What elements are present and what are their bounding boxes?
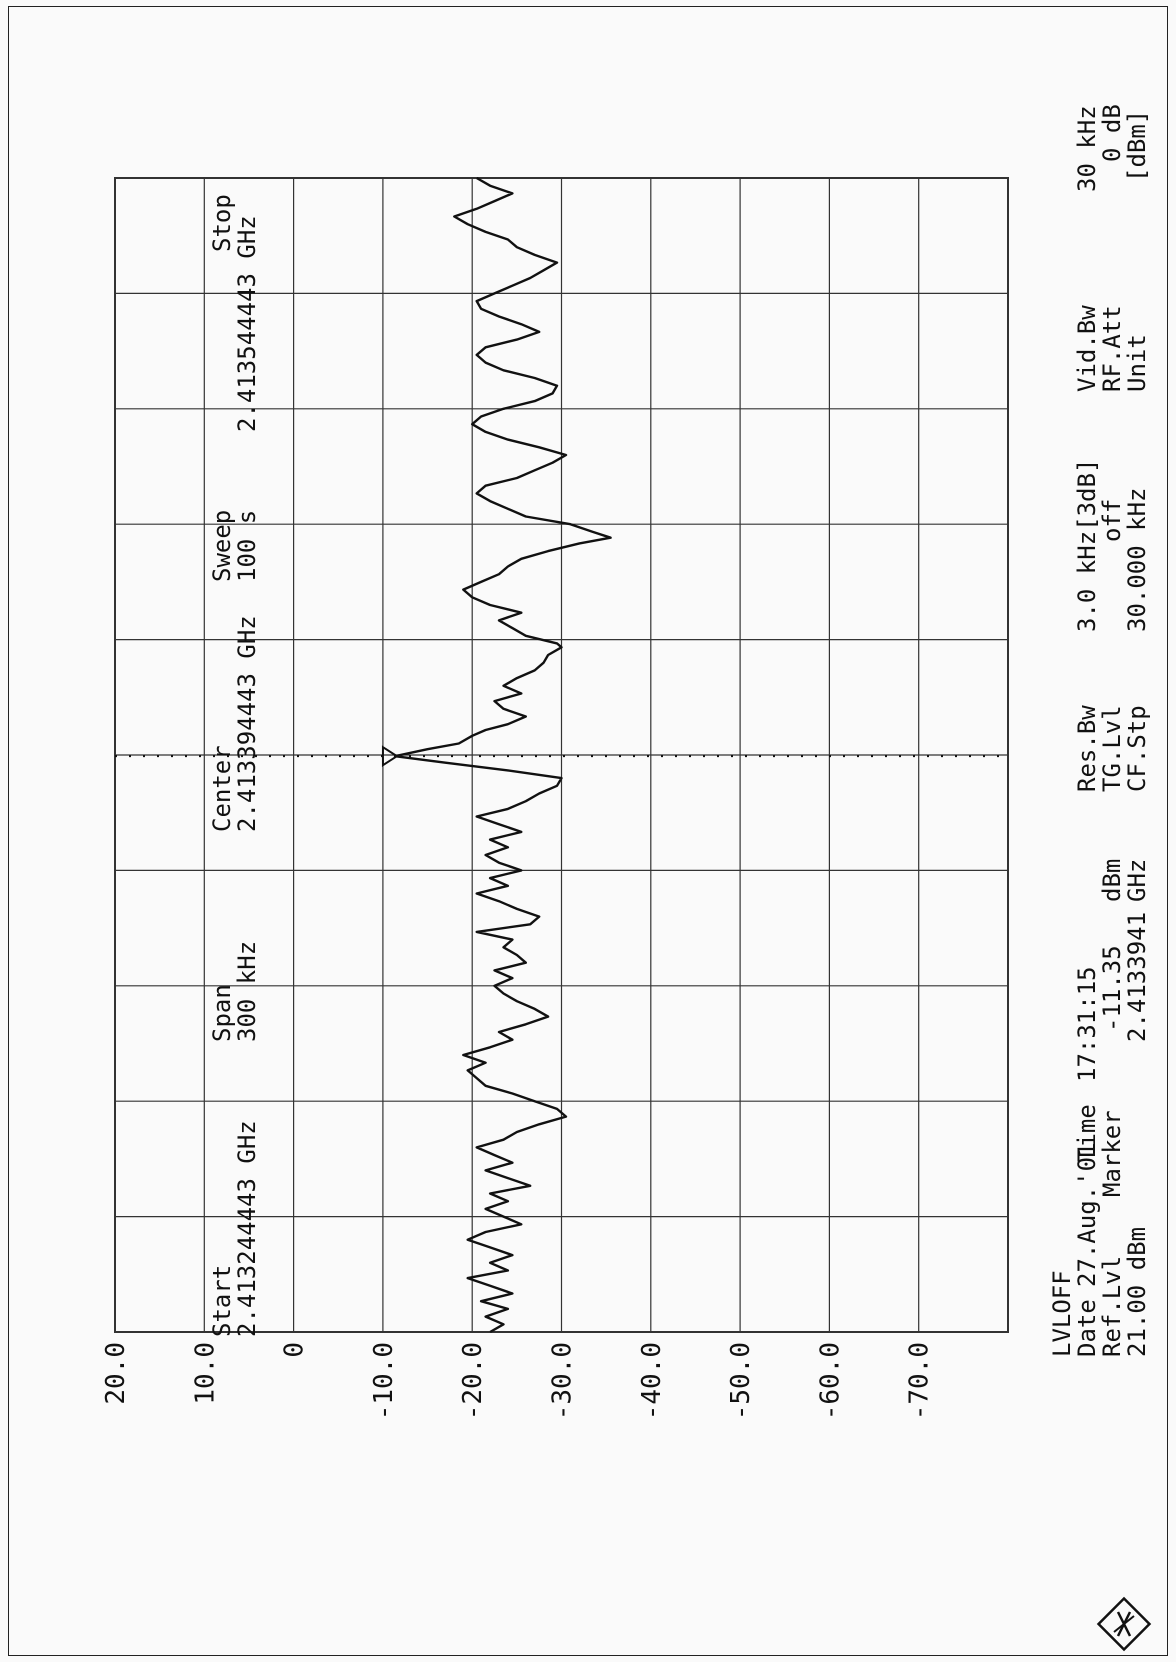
marker-triangle-icon	[381, 745, 399, 767]
y-tick-label: 20.0	[101, 1342, 131, 1405]
stop-value: 2.413544443 GHz	[233, 215, 261, 432]
start-label: Start	[208, 1264, 236, 1337]
sweep-label: Sweep	[208, 509, 236, 582]
span-label: Span	[208, 984, 236, 1042]
y-tick-label: -30.0	[548, 1342, 578, 1420]
y-tick-label: 0	[280, 1342, 310, 1358]
spectrum-trace	[393, 176, 612, 1334]
start-value: 2.413244443 GHz	[233, 1120, 261, 1337]
y-tick-label: 10.0	[190, 1342, 220, 1405]
sweep-value: 100 s	[233, 509, 261, 582]
rohde-schwarz-logo-icon	[1096, 1596, 1152, 1652]
y-tick-label: -10.0	[369, 1342, 399, 1420]
y-tick-label: -40.0	[637, 1342, 667, 1420]
page-frame	[8, 6, 1168, 1656]
center-value: 2.413394443 GHz	[233, 615, 261, 832]
y-tick-label: -60.0	[815, 1342, 845, 1420]
y-tick-label: -70.0	[905, 1342, 935, 1420]
center-label: Center	[208, 745, 236, 832]
stop-label: Stop	[208, 194, 236, 252]
y-tick-label: -20.0	[458, 1342, 488, 1420]
span-value: 300 kHz	[233, 940, 261, 1042]
y-tick-label: -50.0	[726, 1342, 756, 1420]
